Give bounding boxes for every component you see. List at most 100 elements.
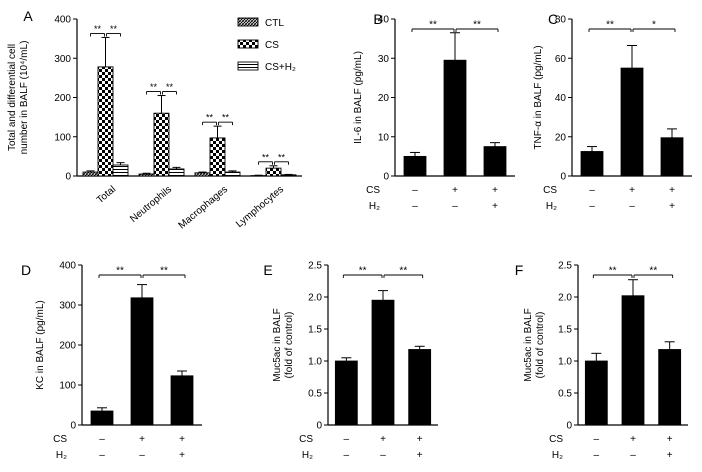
bar xyxy=(90,410,114,426)
y-tick-label: 2.5 xyxy=(308,261,322,272)
y-tick-label: 1.5 xyxy=(308,325,322,336)
y-tick-label: 0 xyxy=(70,421,76,432)
y-axis-label-line: Muc5ac in BALF xyxy=(272,308,283,381)
row-label-cs: CS xyxy=(299,434,313,445)
y-tick-label: 20 xyxy=(378,93,390,104)
bar xyxy=(660,137,684,177)
significance-label: ** xyxy=(222,113,230,123)
h2-row-value: – xyxy=(344,450,350,461)
legend-label: CS+H₂ xyxy=(265,62,296,73)
bar-csh2 xyxy=(168,168,185,177)
cs-row-value: – xyxy=(589,185,595,196)
y-axis-label-line: IL-6 in BALF (pg/mL) xyxy=(353,51,364,144)
y-axis-label-line: (fold of control) xyxy=(284,312,295,379)
y-tick-label: 0 xyxy=(566,421,572,432)
significance-label: ** xyxy=(649,266,657,277)
y-tick-label: 2.5 xyxy=(558,261,572,272)
y-tick-label: 20 xyxy=(555,132,567,143)
bar-cs xyxy=(153,112,170,177)
y-axis-label-line: (fold of control) xyxy=(535,312,546,379)
y-tick-label: 1.5 xyxy=(558,325,572,336)
h2-row-value: – xyxy=(630,450,636,461)
significance-label: ** xyxy=(473,20,481,31)
y-tick-label: 0 xyxy=(383,172,389,183)
bar-cs xyxy=(97,66,114,177)
bar-cs xyxy=(209,137,226,177)
h2-row-value: + xyxy=(417,450,423,461)
legend-label: CTL xyxy=(265,18,284,29)
row-label-h2: H₂ xyxy=(369,201,380,212)
row-label-h2: H₂ xyxy=(56,450,67,461)
h2-row-value: + xyxy=(492,201,498,212)
y-tick-label: 400 xyxy=(59,261,76,272)
y-tick-label: 1.0 xyxy=(308,357,322,368)
cs-row-value: + xyxy=(139,434,145,445)
significance-label: ** xyxy=(399,266,407,277)
y-tick-label: 30 xyxy=(378,54,390,65)
bar-csh2 xyxy=(112,164,129,177)
y-tick-label: 0.5 xyxy=(308,389,322,400)
legend-swatch xyxy=(237,39,259,49)
row-label-cs: CS xyxy=(549,434,563,445)
h2-row-value: – xyxy=(589,201,595,212)
bar xyxy=(584,360,608,426)
y-tick-label: 100 xyxy=(54,132,71,143)
significance-label: * xyxy=(652,20,656,31)
y-axis-label: TNF-α in BALF (pg/mL) xyxy=(533,45,544,149)
h2-row-value: – xyxy=(139,450,145,461)
row-label-cs: CS xyxy=(366,185,380,196)
y-axis-label-line: Total and differential cell xyxy=(7,44,18,151)
y-tick-label: 40 xyxy=(555,93,567,104)
y-axis-label: Total and differential cellnumber in BAL… xyxy=(7,41,30,155)
panel-label: C xyxy=(548,11,558,27)
significance-label: ** xyxy=(359,266,367,277)
significance-label: ** xyxy=(116,266,124,277)
bar xyxy=(621,295,645,426)
bar xyxy=(658,349,682,426)
y-axis-label-line: KC in BALF (pg/mL) xyxy=(35,300,46,389)
x-category-label: Neutrophils xyxy=(128,184,174,225)
cs-row-value: + xyxy=(492,185,498,196)
bar xyxy=(443,59,467,177)
panel-label: F xyxy=(515,262,524,278)
bar xyxy=(483,146,507,177)
bar-csh2 xyxy=(280,174,297,177)
bar xyxy=(170,375,194,426)
x-category-label: Macrophages xyxy=(177,184,230,231)
cs-row-value: + xyxy=(667,434,673,445)
bar xyxy=(334,360,358,426)
y-tick-label: 80 xyxy=(555,15,567,26)
y-axis-label: KC in BALF (pg/mL) xyxy=(35,300,46,389)
y-axis-label-line: TNF-α in BALF (pg/mL) xyxy=(533,45,544,149)
cs-row-value: – xyxy=(99,434,105,445)
y-tick-label: 2.0 xyxy=(308,293,322,304)
h2-row-value: – xyxy=(412,201,418,212)
y-tick-label: 40 xyxy=(378,15,390,26)
y-tick-label: 1.0 xyxy=(558,357,572,368)
cs-row-value: – xyxy=(594,434,600,445)
bar xyxy=(580,151,604,177)
row-label-h2: H₂ xyxy=(302,450,313,461)
cs-row-value: – xyxy=(344,434,350,445)
y-axis-label: Muc5ac in BALF(fold of control) xyxy=(523,308,546,381)
y-axis-label-line: Muc5ac in BALF xyxy=(523,308,534,381)
y-tick-label: 100 xyxy=(59,381,76,392)
cs-row-value: + xyxy=(630,434,636,445)
significance-label: ** xyxy=(160,266,168,277)
bar xyxy=(130,297,154,426)
y-tick-label: 400 xyxy=(54,15,71,26)
significance-label: ** xyxy=(609,266,617,277)
h2-row-value: + xyxy=(179,450,185,461)
panel-f: F 0 0.5 1.0 1.5 2.0 2.5 Muc5ac in BALF(fold of … xyxy=(515,261,688,461)
cs-row-value: + xyxy=(452,185,458,196)
significance-label: ** xyxy=(150,82,158,92)
panel-label: B xyxy=(373,11,382,27)
panel-e: E 0 0.5 1.0 1.5 2.0 2.5 Muc5ac in BALF(fold of … xyxy=(263,261,438,461)
bar xyxy=(403,155,427,177)
y-axis-label-line: number in BALF (10⁴/mL) xyxy=(19,41,30,155)
h2-row-value: + xyxy=(667,450,673,461)
row-label-cs: CS xyxy=(53,434,67,445)
x-category-label: Lymphocytes xyxy=(234,184,286,230)
significance-label: ** xyxy=(429,20,437,31)
